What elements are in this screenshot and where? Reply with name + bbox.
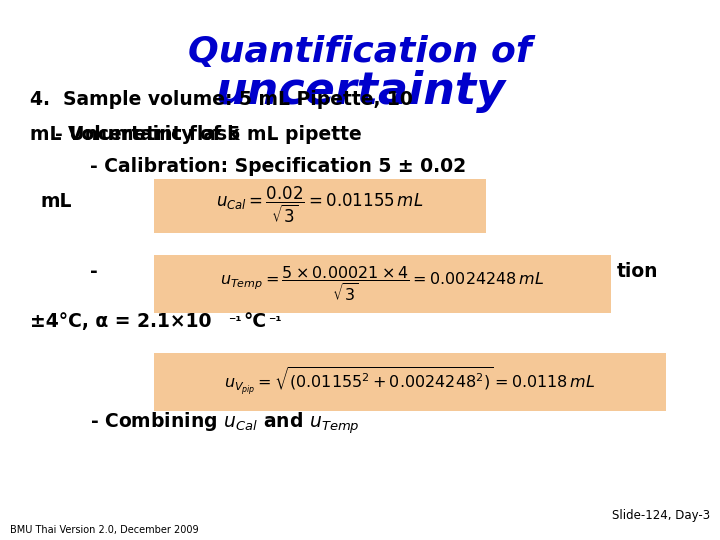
Text: 4.  Sample volume: 5 mL Pipette, 10: 4. Sample volume: 5 mL Pipette, 10 xyxy=(30,90,413,109)
Text: $u_{Temp} = \dfrac{5 \times 0.00021 \times 4}{\sqrt{3}} = 0.0024248\,mL$: $u_{Temp} = \dfrac{5 \times 0.00021 \tim… xyxy=(220,265,544,303)
Text: - Combining $u_{Cal}$ and $u_{Temp}$: - Combining $u_{Cal}$ and $u_{Temp}$ xyxy=(90,410,360,435)
Text: ⁻¹: ⁻¹ xyxy=(228,315,241,329)
FancyBboxPatch shape xyxy=(154,353,666,411)
Text: ±4°C, α = 2.1×10: ±4°C, α = 2.1×10 xyxy=(30,312,212,331)
FancyBboxPatch shape xyxy=(154,255,611,313)
FancyBboxPatch shape xyxy=(154,179,486,233)
Text: mL: mL xyxy=(40,192,71,211)
Text: Quantification of: Quantification of xyxy=(188,35,532,69)
Text: °C: °C xyxy=(243,312,266,331)
Text: - Calibration: Specification 5 ± 0.02: - Calibration: Specification 5 ± 0.02 xyxy=(90,157,466,176)
Text: tion: tion xyxy=(617,262,659,281)
Text: - Uncertainty of 5 mL pipette: - Uncertainty of 5 mL pipette xyxy=(55,125,361,144)
Text: $u_{Cal} = \dfrac{0.02}{\sqrt{3}} = 0.01155\,mL$: $u_{Cal} = \dfrac{0.02}{\sqrt{3}} = 0.01… xyxy=(216,185,423,225)
Text: mL Volumetric flask: mL Volumetric flask xyxy=(30,125,240,144)
Text: BMU Thai Version 2.0, December 2009: BMU Thai Version 2.0, December 2009 xyxy=(10,525,199,535)
Text: -: - xyxy=(90,262,98,281)
Text: ⁻¹: ⁻¹ xyxy=(268,315,282,329)
Text: uncertainty: uncertainty xyxy=(215,70,505,113)
Text: $u_{V_{pip}} = \sqrt{\left(0.01155^2 + 0.0024248^2\right)} = 0.0118\,mL$: $u_{V_{pip}} = \sqrt{\left(0.01155^2 + 0… xyxy=(225,366,595,398)
Text: Slide-124, Day-3: Slide-124, Day-3 xyxy=(612,509,710,522)
